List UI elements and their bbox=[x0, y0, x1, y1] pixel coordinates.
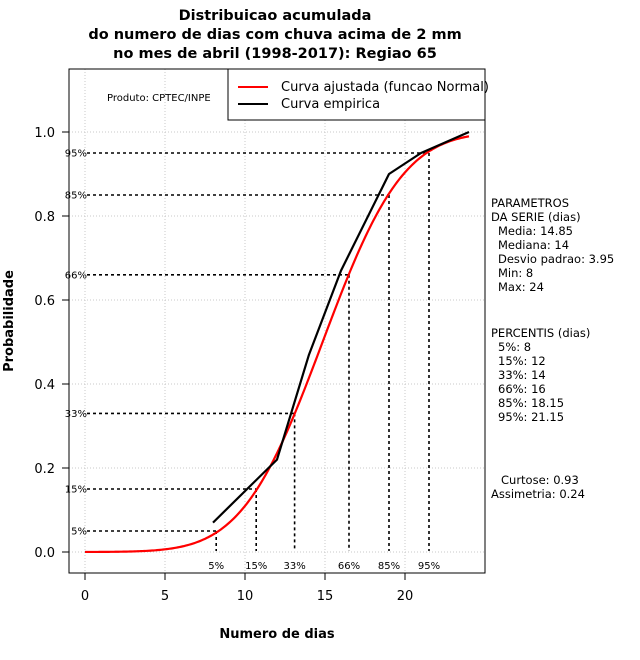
percentil-15: 15%: 12 bbox=[498, 354, 546, 368]
percentile-y-label-4: 85% bbox=[65, 191, 87, 202]
param-max: Max: 24 bbox=[498, 280, 544, 294]
legend-label-fitted: Curva ajustada (funcao Normal) bbox=[281, 80, 489, 95]
x-axis-label: Numero de dias bbox=[219, 627, 335, 642]
x-tick-label-10: 10 bbox=[237, 589, 254, 604]
y-tick-label-3: 0.6 bbox=[34, 294, 55, 309]
percentile-y-label-5: 95% bbox=[65, 149, 87, 160]
percentile-y-label-1: 15% bbox=[65, 485, 87, 496]
percentile-x-label-3: 66% bbox=[338, 561, 360, 572]
percentile-y-label-3: 66% bbox=[65, 270, 87, 281]
empirical-curve bbox=[212, 130, 470, 524]
percentile-guides: 5% 5% 15% 15% 33% 33% 66% 66% 85% 85% 95% 95% bbox=[65, 149, 440, 573]
grid bbox=[69, 69, 485, 573]
percentile-x-label-0: 5% bbox=[208, 561, 224, 572]
legend-label-empirical: Curva empirica bbox=[281, 97, 380, 112]
percentile-x-label-5: 95% bbox=[418, 561, 440, 572]
percentil-95: 95%: 21.15 bbox=[498, 410, 564, 424]
percentile-x-label-2: 33% bbox=[283, 561, 305, 572]
y-tick-label-0: 0.0 bbox=[34, 546, 55, 561]
series-lines bbox=[85, 130, 470, 554]
plot-frame bbox=[68, 68, 486, 574]
y-tick-label-2: 0.4 bbox=[34, 378, 55, 393]
x-tick-label-0: 0 bbox=[81, 589, 89, 604]
param-median: Mediana: 14 bbox=[498, 238, 569, 252]
percentis-header: PERCENTIS (dias) bbox=[491, 326, 590, 340]
y-tick-label-4: 0.8 bbox=[34, 210, 55, 225]
assimetria: Assimetria: 0.24 bbox=[491, 487, 585, 501]
percentile-x-label-4: 85% bbox=[378, 561, 400, 572]
side-statistics: PARAMETROS DA SERIE (dias) Media: 14.85 … bbox=[491, 196, 614, 501]
chart-title-line-3: no mes de abril (1998-2017): Regiao 65 bbox=[113, 46, 437, 62]
param-mean: Media: 14.85 bbox=[498, 224, 573, 238]
x-tick-label-20: 20 bbox=[397, 589, 414, 604]
percentile-y-label-2: 33% bbox=[65, 409, 87, 420]
x-tick-label-15: 15 bbox=[317, 589, 334, 604]
chart-title-line-1: Distribuicao acumulada bbox=[179, 8, 372, 24]
legend-box bbox=[227, 68, 486, 121]
curtose: Curtose: 0.93 bbox=[501, 473, 579, 487]
chart-title-line-2: do numero de dias com chuva acima de 2 m… bbox=[88, 27, 461, 43]
y-tick-label-1: 0.2 bbox=[34, 462, 55, 477]
param-sd: Desvio padrao: 3.95 bbox=[498, 252, 614, 266]
params-header-1: PARAMETROS bbox=[491, 196, 569, 210]
producer-label: Produto: CPTEC/INPE bbox=[107, 93, 211, 104]
percentil-33: 33%: 14 bbox=[498, 368, 546, 382]
params-header-2: DA SERIE (dias) bbox=[491, 210, 581, 224]
percentile-x-label-1: 15% bbox=[245, 561, 267, 572]
axes: 0 5 10 15 20 0.0 0.2 0.4 0.6 0.8 1.0 bbox=[34, 126, 413, 604]
y-axis-label: Probabilidade bbox=[2, 270, 17, 372]
fitted-normal-curve bbox=[85, 135, 470, 554]
percentil-66: 66%: 16 bbox=[498, 382, 546, 396]
legend: Curva ajustada (funcao Normal) Curva emp… bbox=[227, 68, 489, 121]
percentil-5: 5%: 8 bbox=[498, 340, 531, 354]
y-tick-label-5: 1.0 bbox=[34, 126, 55, 141]
percentil-85: 85%: 18.15 bbox=[498, 396, 564, 410]
x-tick-label-5: 5 bbox=[161, 589, 169, 604]
param-min: Min: 8 bbox=[498, 266, 533, 280]
percentile-y-label-0: 5% bbox=[71, 527, 87, 538]
